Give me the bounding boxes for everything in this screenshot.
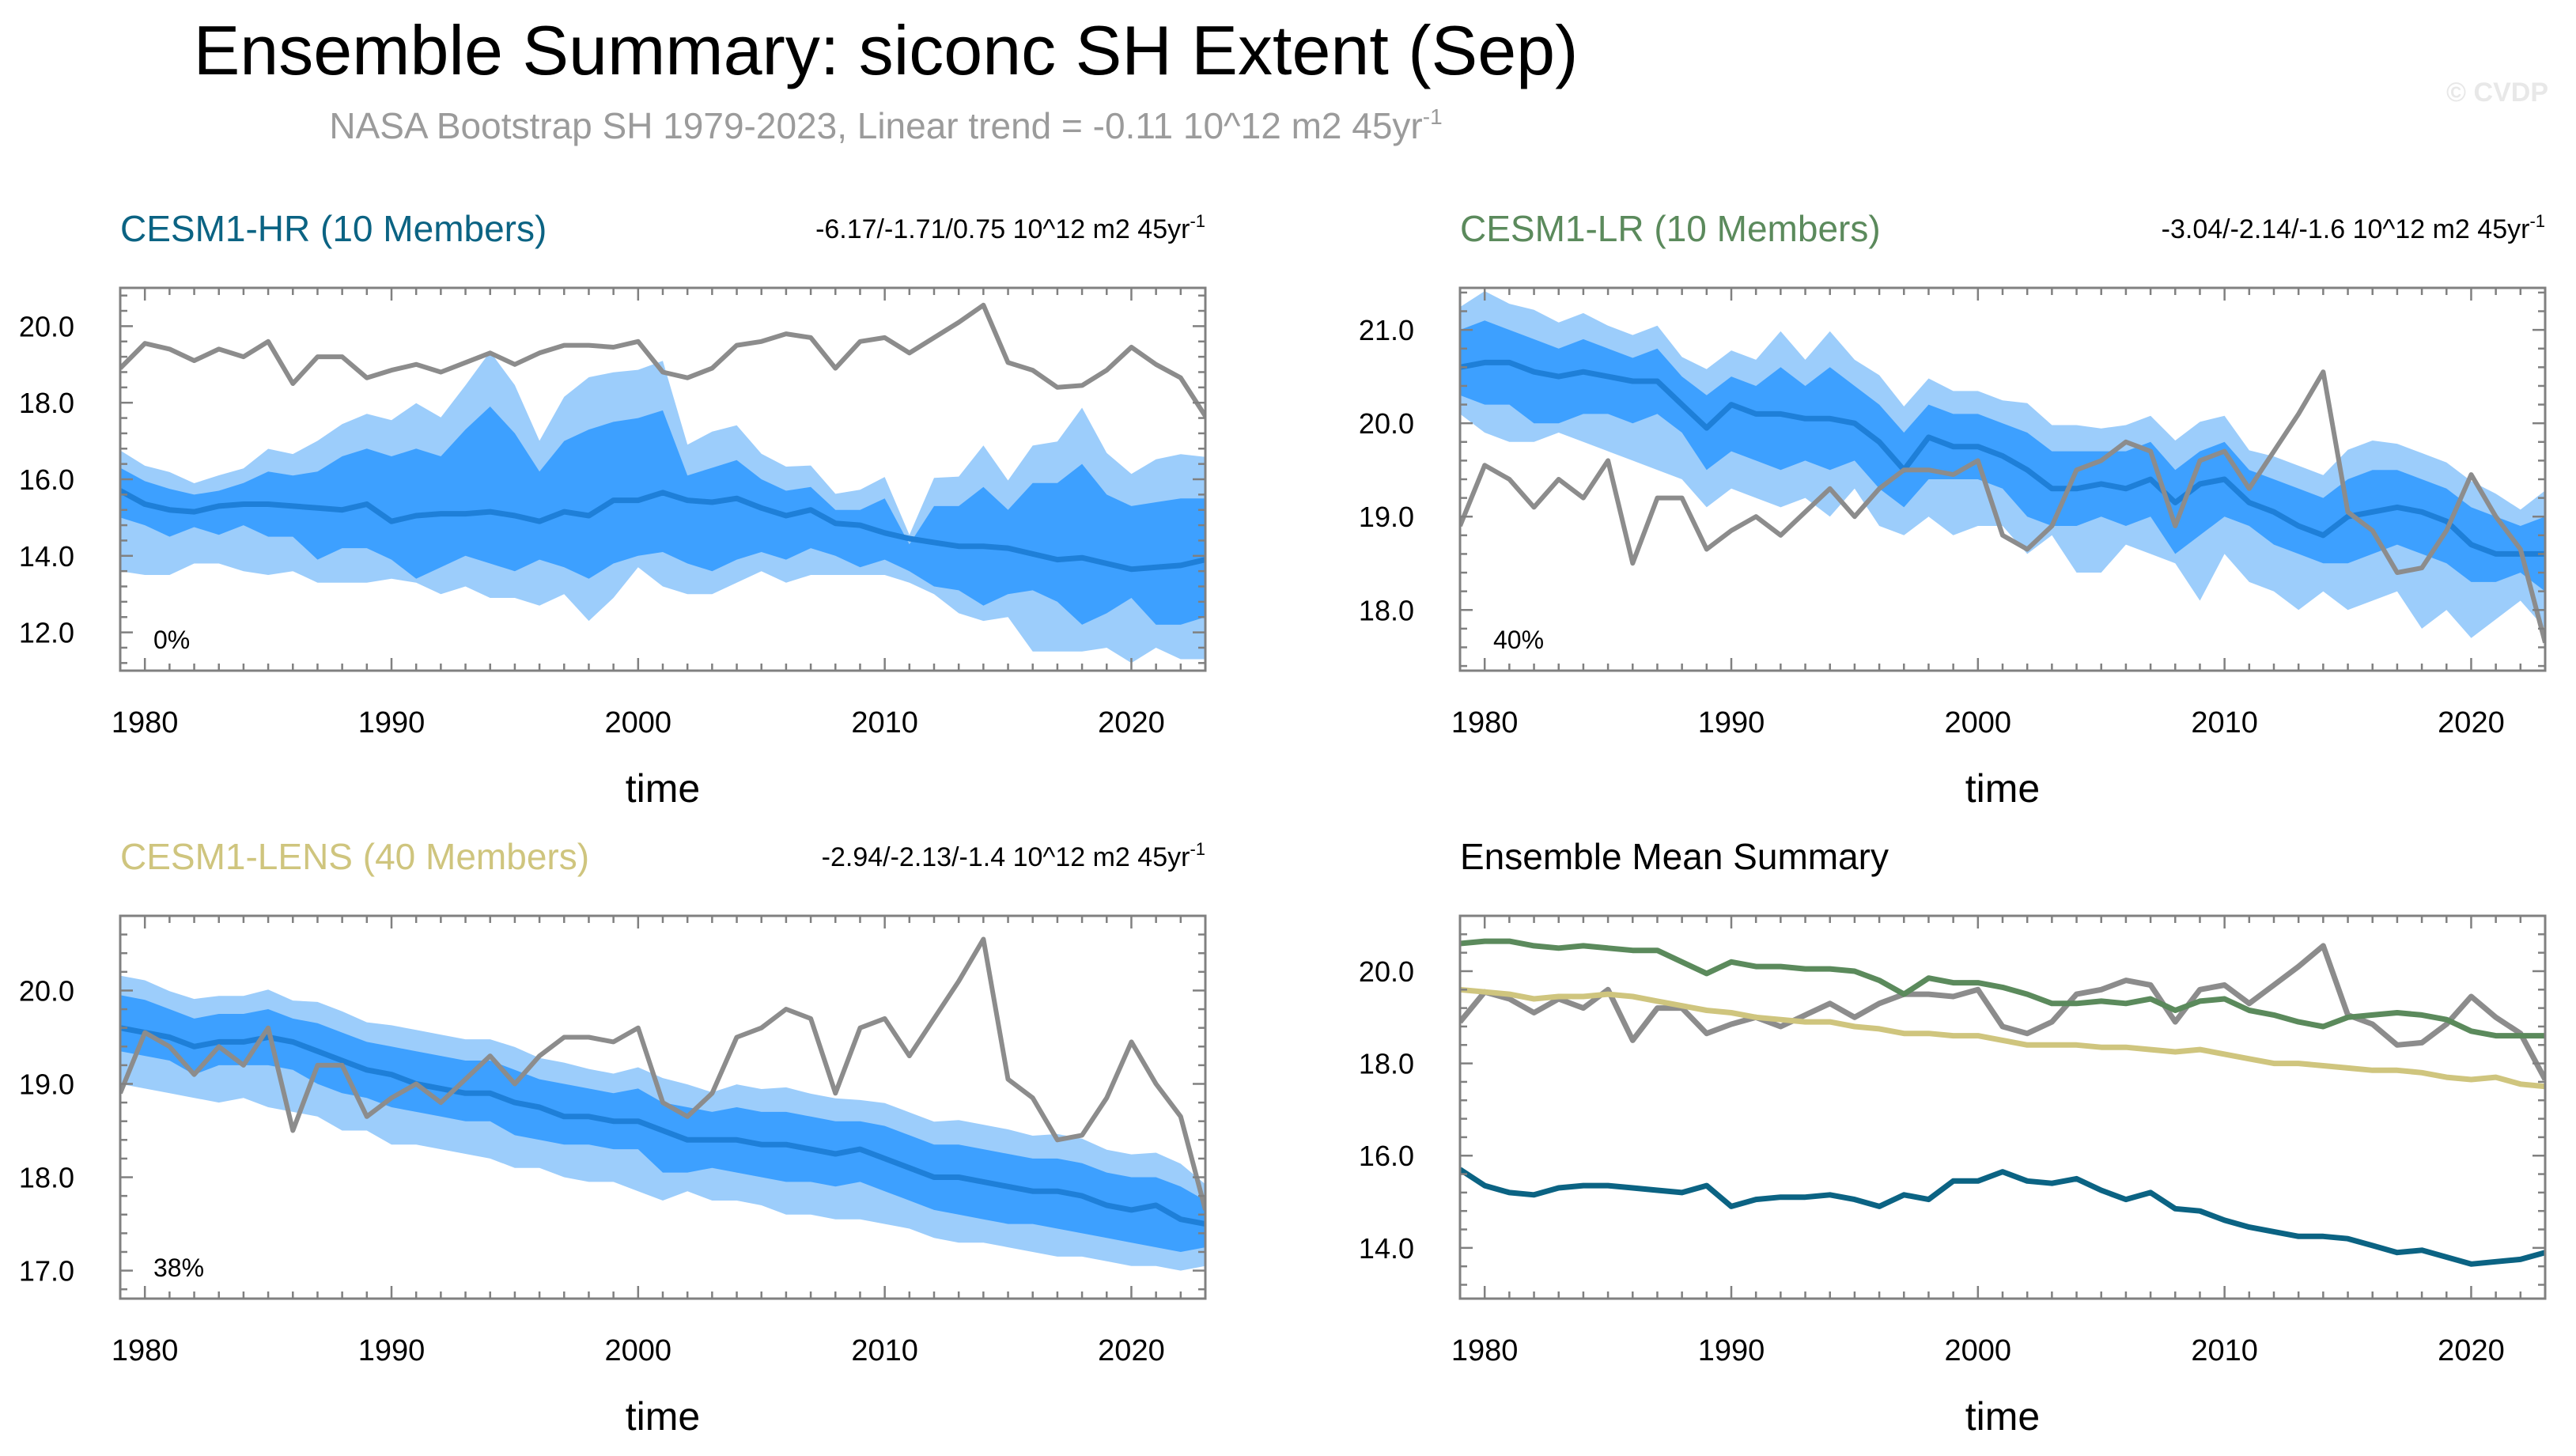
y-tick-label: 16.0: [19, 463, 74, 496]
x-tick-label: 1990: [358, 1334, 426, 1367]
series-line-cesm1-lr: [1460, 938, 2545, 1039]
figure-subtitle: NASA Bootstrap SH 1979-2023, Linear tren…: [329, 104, 1442, 146]
y-tick-label: 21.0: [1359, 314, 1414, 346]
panel-ensemble-mean-summary: Ensemble Mean Summary 1980 1990 2000 2010 202…: [1359, 836, 2547, 1439]
trend-value: -6.17/-1.71/0.75 10^12 m2 45yr: [815, 214, 1190, 244]
x-tick-label: 2020: [1098, 706, 1165, 739]
y-tick-label: 20.0: [1359, 955, 1414, 988]
y-tick-label: 14.0: [1359, 1232, 1414, 1265]
x-axis-label: time: [1965, 766, 2040, 811]
panel-cesm1-hr: CESM1-HR (10 Members) -6.17/-1.71/0.75 10…: [19, 208, 1207, 811]
trend-text: -6.17/-1.71/0.75 10^12 m2 45yr-1: [815, 211, 1205, 244]
x-tick-label: 1990: [1698, 706, 1765, 739]
trend-value: -2.94/-2.13/-1.4 10^12 m2 45yr: [822, 842, 1190, 872]
x-tick-label: 2000: [605, 1334, 672, 1367]
y-tick-label: 18.0: [1359, 1048, 1414, 1080]
plot-area: [1460, 938, 2545, 1267]
panel-cesm1-lens: CESM1-LENS (40 Members) -2.94/-2.13/-1.4 …: [19, 836, 1207, 1439]
y-tick-label: 14.0: [19, 540, 74, 573]
figure-title: Ensemble Summary: siconc SH Extent (Sep): [194, 11, 1579, 89]
x-tick-label: 2020: [2438, 1334, 2505, 1367]
y-tick-label: 18.0: [19, 387, 74, 419]
panel-title: CESM1-HR (10 Members): [120, 208, 547, 249]
y-tick-label: 20.0: [19, 974, 74, 1007]
watermark: © CVDP: [2446, 78, 2548, 108]
x-tick-label: 2010: [2191, 706, 2258, 739]
plot-area: [120, 936, 1205, 1271]
x-tick-label: 2020: [2438, 706, 2505, 739]
x-axis-label: time: [626, 1394, 700, 1439]
series-line-observations: [1460, 943, 2545, 1081]
ensemble-mean-line: [1460, 359, 2545, 557]
plot-frame: [1458, 914, 2547, 1300]
panel-title: CESM1-LENS (40 Members): [120, 836, 589, 877]
inner-range-band: [120, 407, 1205, 625]
trend-sup: -1: [1190, 839, 1205, 859]
trend-text: -2.94/-2.13/-1.4 10^12 m2 45yr-1: [822, 839, 1205, 872]
panel-title: CESM1-LR (10 Members): [1460, 208, 1881, 249]
x-tick-label: 1990: [1698, 1334, 1765, 1367]
x-tick-label: 2010: [2191, 1334, 2258, 1367]
plot-area: [1460, 291, 2545, 644]
ensemble-mean-line: [120, 1025, 1205, 1227]
x-tick-label: 2000: [605, 706, 672, 739]
x-tick-label: 1980: [1451, 706, 1519, 739]
figure-subtitle-sup: -1: [1423, 104, 1443, 129]
x-tick-label: 2020: [1098, 1334, 1165, 1367]
percent-label: 0%: [153, 626, 190, 654]
trend-sup: -1: [1190, 211, 1205, 231]
y-tick-label: 19.0: [1359, 501, 1414, 533]
x-tick-label: 1990: [358, 706, 426, 739]
x-axis-label: time: [1965, 1394, 2040, 1439]
y-tick-label: 18.0: [1359, 594, 1414, 626]
x-tick-label: 2000: [1945, 1334, 2012, 1367]
x-tick-label: 2010: [851, 1334, 918, 1367]
trend-value: -3.04/-2.14/-1.6 10^12 m2 45yr: [2162, 214, 2530, 244]
y-tick-label: 18.0: [19, 1162, 74, 1194]
inner-range-band: [120, 995, 1205, 1252]
x-tick-label: 1980: [112, 706, 179, 739]
series-line-cesm1-lens: [1460, 986, 2545, 1090]
x-axis-label: time: [626, 766, 700, 811]
percent-label: 38%: [153, 1254, 204, 1282]
y-tick-label: 12.0: [19, 617, 74, 649]
series-line-cesm1-hr: [1460, 1167, 2545, 1267]
percent-label: 40%: [1493, 626, 1544, 654]
x-tick-label: 1980: [112, 1334, 179, 1367]
ensemble-mean-line: [120, 488, 1205, 573]
observations-line: [120, 936, 1205, 1211]
y-tick-label: 20.0: [1359, 407, 1414, 440]
x-tick-label: 1980: [1451, 1334, 1519, 1367]
panel-title: Ensemble Mean Summary: [1460, 836, 1889, 877]
x-tick-label: 2010: [851, 706, 918, 739]
figure-subtitle-text: NASA Bootstrap SH 1979-2023, Linear tren…: [329, 105, 1422, 146]
trend-text: -3.04/-2.14/-1.6 10^12 m2 45yr-1: [2162, 211, 2545, 244]
y-tick-label: 19.0: [19, 1068, 74, 1100]
observations-line: [1460, 369, 2545, 644]
y-tick-label: 17.0: [19, 1255, 74, 1288]
plot-area: [120, 302, 1205, 664]
x-tick-label: 2000: [1945, 706, 2012, 739]
trend-sup: -1: [2529, 211, 2545, 231]
observations-line: [120, 302, 1205, 418]
panel-cesm1-lr: CESM1-LR (10 Members) -3.04/-2.14/-1.6 10…: [1359, 208, 2547, 811]
y-tick-label: 20.0: [19, 310, 74, 342]
y-tick-label: 16.0: [1359, 1140, 1414, 1172]
